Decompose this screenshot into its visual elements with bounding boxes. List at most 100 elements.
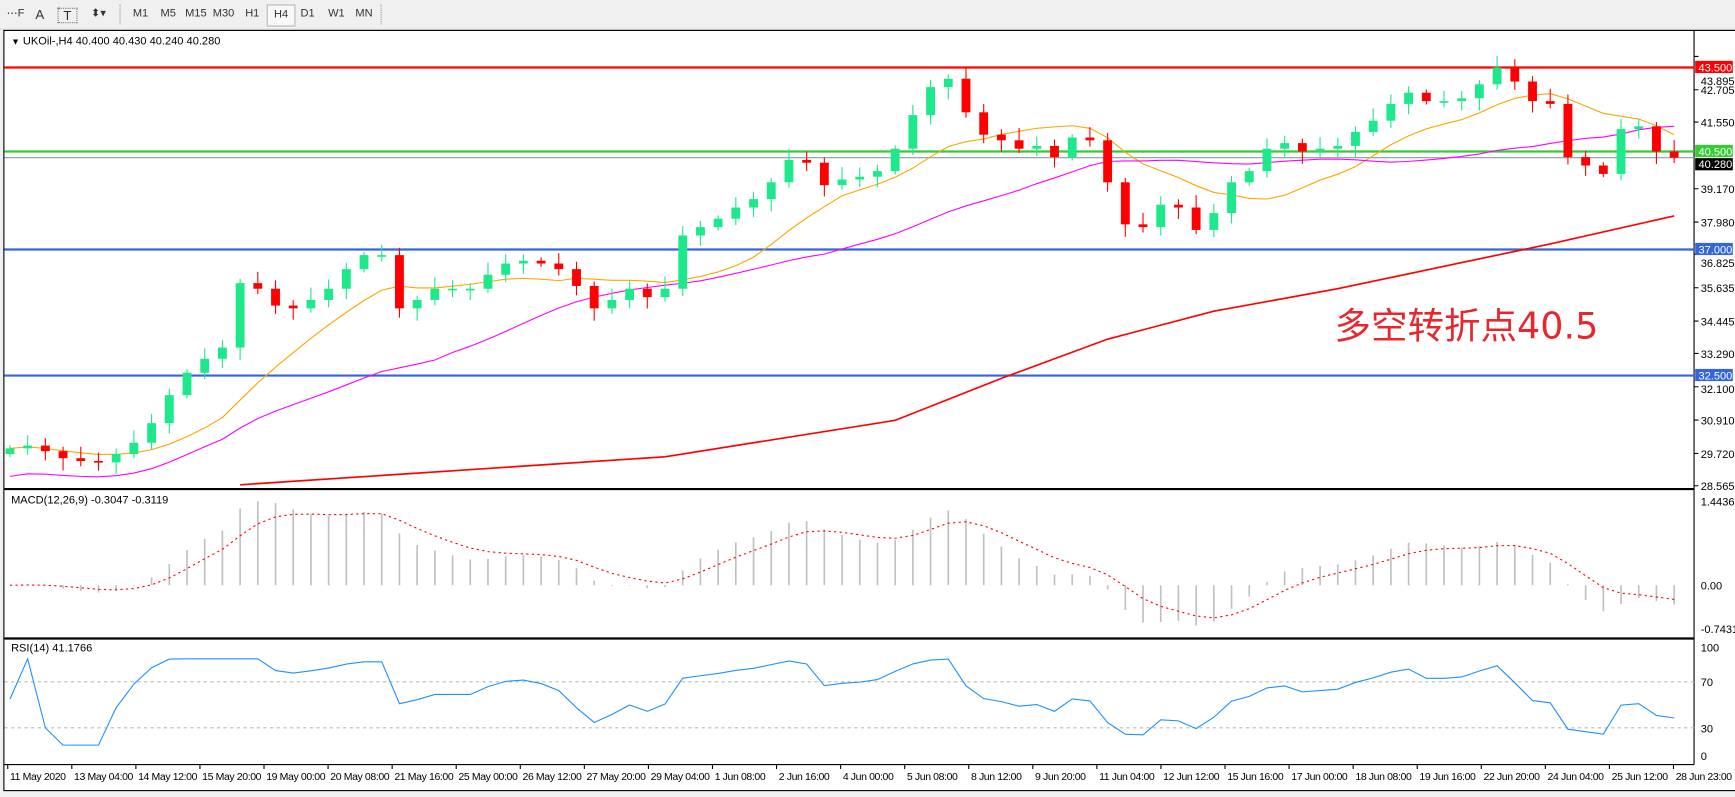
time-axis-label: 1 Jun 08:00 (715, 771, 766, 783)
time-axis-label: 14 May 12:00 (138, 771, 198, 783)
bearish-candle (536, 260, 546, 264)
rsi-axis-label: 0 (1701, 751, 1707, 763)
bullish-candle (1404, 92, 1414, 104)
current-price-tag (1695, 158, 1733, 171)
bearish-candle (1598, 165, 1608, 174)
bearish-candle (76, 458, 86, 461)
bullish-candle (695, 227, 705, 236)
price-level-tag (1695, 144, 1733, 158)
timeframe-m15-button[interactable]: M15 (185, 7, 207, 20)
time-axis-label: 26 May 12:00 (522, 771, 582, 783)
time-axis-label: 2 Jun 16:00 (779, 771, 830, 783)
price-tick-label: 42.705 (1701, 85, 1735, 97)
rsi-axis-label: 100 (1701, 643, 1719, 655)
timeframe-m30-button[interactable]: M30 (212, 7, 235, 20)
price-tick-label: 32.100 (1701, 384, 1735, 396)
bearish-candle (1563, 103, 1573, 158)
bullish-candle (1280, 143, 1290, 149)
rsi-axis-label: 70 (1701, 677, 1713, 689)
price-tick-label: 39.170 (1701, 184, 1735, 196)
bullish-candle (448, 288, 457, 291)
rsi-axis-label: 30 (1701, 723, 1713, 735)
bullish-candle (1439, 101, 1449, 103)
arrows-dropdown-icon[interactable]: ⬍▾ (91, 7, 106, 20)
price-level-tag-label: 43.500 (1698, 62, 1732, 74)
bullish-candle (377, 255, 387, 257)
bearish-candle (288, 305, 298, 309)
bullish-candle (359, 255, 369, 270)
price-level-tag (1695, 368, 1733, 382)
bearish-candle (1014, 140, 1024, 149)
text-tool-icon[interactable]: A (35, 6, 45, 23)
bullish-candle (129, 442, 139, 454)
toolbar-separator (380, 4, 384, 25)
macd-axis-label: -0.7431 (1701, 624, 1735, 636)
rsi-line (9, 657, 1675, 746)
time-axis-label: 5 Jun 08:00 (907, 771, 958, 783)
time-axis-label: 11 Jun 04:00 (1099, 771, 1155, 783)
bearish-candle (1297, 143, 1307, 152)
time-axis-label: 13 May 04:00 (74, 771, 134, 783)
price-tick-label: 29.720 (1701, 449, 1735, 461)
bullish-candle (1315, 148, 1325, 152)
bearish-candle (1085, 137, 1095, 141)
price-level-tag (1695, 60, 1733, 74)
text-label-icon[interactable]: T (57, 7, 78, 24)
time-axis-label: 21 May 16:00 (394, 771, 454, 783)
macd-axis-label: 0.00 (1701, 581, 1723, 593)
time-axis-label: 25 Jun 12:00 (1612, 771, 1669, 783)
collapse-triangle-icon[interactable]: ▼ (11, 36, 20, 47)
bullish-candle (908, 115, 918, 149)
price-tick-label: 33.290 (1701, 349, 1735, 361)
price-level-tag-label: 32.500 (1698, 370, 1732, 382)
time-axis-label: 4 Jun 00:00 (843, 771, 894, 783)
timeframe-m1-button[interactable]: M1 (132, 7, 149, 20)
bearish-candle (94, 460, 103, 463)
timeframe-mn-button[interactable]: MN (355, 7, 373, 20)
timeframe-d1-button[interactable]: D1 (300, 7, 315, 20)
bullish-candle (625, 288, 635, 300)
bearish-candle (1510, 67, 1520, 82)
toolbar: ⋯F A T ⬍▾ M1 M5 M15 M30 H1 H4 D1 W1 MN (0, 0, 1735, 30)
time-axis-label: 9 Jun 20:00 (1035, 771, 1086, 783)
symbol-ohlc-label: UKOil-,H4 40.400 40.430 40.240 40.280 (22, 35, 221, 48)
chart-header: ▼ UKOil-,H4 40.400 40.430 40.240 40.280 (11, 35, 220, 47)
bullish-candle (164, 395, 174, 424)
bullish-candle (890, 148, 900, 172)
moving-average-fast-line (9, 92, 1675, 455)
bullish-candle (430, 288, 440, 300)
bullish-candle (1067, 137, 1077, 158)
bullish-candle (678, 235, 688, 289)
bullish-candle (660, 288, 670, 298)
bearish-candle (1421, 92, 1431, 102)
bearish-candle (58, 451, 68, 459)
period-separator-icon[interactable]: ⋯F (6, 7, 25, 20)
bullish-candle (465, 288, 475, 291)
bearish-candle (1050, 145, 1059, 158)
time-axis-label: 11 May 2020 (10, 771, 66, 783)
bullish-candle (1333, 145, 1343, 149)
bullish-candle (1244, 171, 1254, 183)
bullish-candle (837, 179, 847, 186)
toolbar-separator (119, 4, 123, 25)
chart-annotation: 多空转折点40.5 (1334, 304, 1599, 348)
timeframe-h1-button[interactable]: H1 (245, 7, 260, 20)
bearish-candle (819, 162, 829, 186)
timeframe-m5-button[interactable]: M5 (160, 7, 176, 20)
bearish-candle (1669, 151, 1679, 158)
bearish-candle (1652, 126, 1661, 152)
bullish-candle (1492, 67, 1502, 85)
timeframe-w1-button[interactable]: W1 (328, 7, 345, 20)
timeframe-h4-button[interactable]: H4 (266, 4, 296, 27)
macd-label: MACD(12,26,9) -0.3047 -0.3119 (11, 494, 169, 507)
bearish-candle (589, 285, 599, 309)
bullish-candle (235, 283, 245, 348)
time-axis-label: 18 Jun 08:00 (1355, 771, 1412, 783)
bullish-candle (182, 372, 192, 396)
time-axis-label: 15 Jun 16:00 (1227, 771, 1284, 783)
bullish-candle (943, 78, 953, 88)
chart-window[interactable]: 43.895 42.705 41.550 39.170 37.980 36.825 35.6… (3, 29, 1735, 792)
bearish-candle (1545, 101, 1555, 104)
bearish-candle (979, 112, 989, 135)
